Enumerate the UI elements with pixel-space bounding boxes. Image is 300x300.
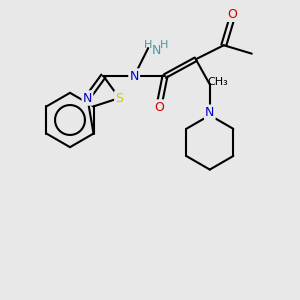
Text: N: N: [205, 106, 214, 119]
Text: CH₃: CH₃: [207, 77, 228, 88]
Text: H: H: [160, 40, 168, 50]
Text: H: H: [144, 40, 152, 50]
Text: S: S: [116, 92, 123, 104]
Text: N: N: [83, 92, 92, 104]
Text: O: O: [227, 8, 237, 21]
Text: N: N: [130, 70, 139, 83]
Text: O: O: [154, 100, 164, 114]
Text: N: N: [152, 44, 161, 57]
